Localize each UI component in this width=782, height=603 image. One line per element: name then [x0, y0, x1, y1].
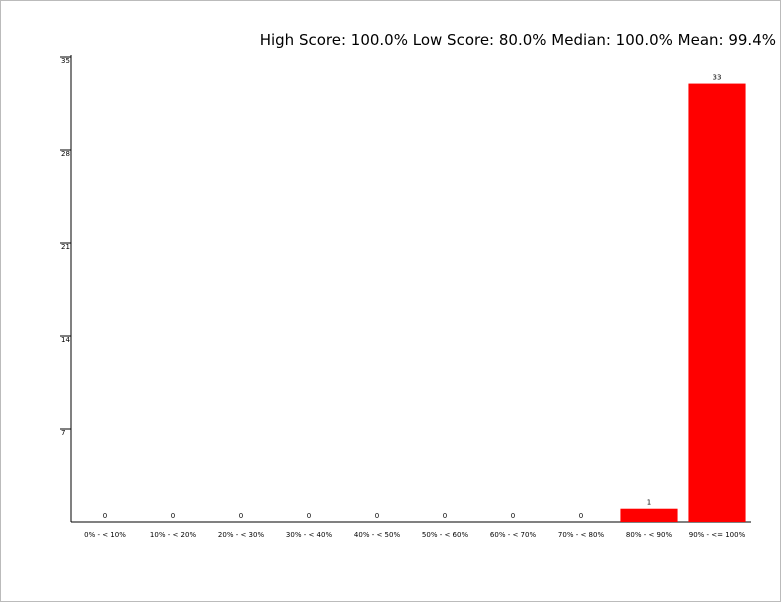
y-tick-label: 7 — [61, 429, 65, 437]
x-tick-label: 0% - < 10% — [84, 531, 126, 539]
value-label: 0 — [579, 512, 583, 520]
x-tick-label: 90% - <= 100% — [689, 531, 746, 539]
value-label: 0 — [171, 512, 175, 520]
value-label: 0 — [443, 512, 447, 520]
x-tick-label: 40% - < 50% — [354, 531, 401, 539]
x-tick-label: 30% - < 40% — [286, 531, 333, 539]
x-tick-label: 70% - < 80% — [558, 531, 605, 539]
value-label: 0 — [307, 512, 311, 520]
value-label: 1 — [647, 499, 651, 507]
x-tick-label: 60% - < 70% — [490, 531, 537, 539]
value-label: 0 — [239, 512, 243, 520]
bar — [620, 508, 678, 522]
bar — [688, 83, 746, 523]
chart-title: High Score: 100.0% Low Score: 80.0% Medi… — [260, 31, 776, 49]
x-tick-label: 20% - < 30% — [218, 531, 265, 539]
value-label: 33 — [713, 74, 722, 82]
x-tick-label: 50% - < 60% — [422, 531, 469, 539]
y-tick-label: 21 — [61, 243, 70, 251]
value-label: 0 — [375, 512, 379, 520]
y-tick-label: 35 — [61, 57, 70, 65]
y-tick-label: 14 — [61, 336, 70, 344]
x-tick-label: 10% - < 20% — [150, 531, 197, 539]
x-tick-label: 80% - < 90% — [626, 531, 673, 539]
value-label: 0 — [511, 512, 515, 520]
value-label: 0 — [103, 512, 107, 520]
y-tick-label: 28 — [61, 150, 70, 158]
